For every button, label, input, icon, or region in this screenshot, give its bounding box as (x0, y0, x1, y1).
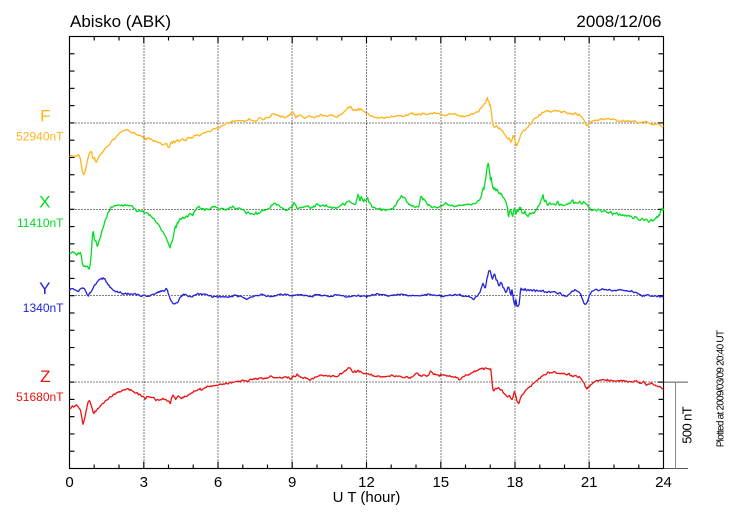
svg-text:51680nT: 51680nT (16, 390, 64, 404)
svg-text:9: 9 (288, 474, 296, 491)
svg-text:Plotted at 2009/03/09 20:40 UT: Plotted at 2009/03/09 20:40 UT (716, 330, 727, 447)
svg-text:18: 18 (507, 474, 524, 491)
svg-text:Abisko (ABK): Abisko (ABK) (70, 12, 171, 31)
svg-text:15: 15 (432, 474, 449, 491)
svg-text:500 nT: 500 nT (680, 406, 695, 444)
svg-text:24: 24 (655, 474, 672, 491)
svg-text:U T (hour): U T (hour) (333, 489, 401, 506)
svg-text:21: 21 (581, 474, 598, 491)
svg-text:F: F (40, 107, 50, 126)
svg-text:3: 3 (140, 474, 148, 491)
svg-text:6: 6 (214, 474, 222, 491)
svg-text:Z: Z (40, 367, 50, 386)
svg-text:2008/12/06: 2008/12/06 (576, 12, 661, 31)
svg-text:0: 0 (65, 474, 73, 491)
svg-text:52940nT: 52940nT (16, 130, 64, 144)
svg-text:1340nT: 1340nT (23, 301, 64, 315)
svg-text:X: X (39, 193, 50, 212)
svg-text:11410nT: 11410nT (17, 216, 64, 230)
svg-text:12: 12 (358, 474, 375, 491)
svg-text:Y: Y (39, 279, 50, 298)
